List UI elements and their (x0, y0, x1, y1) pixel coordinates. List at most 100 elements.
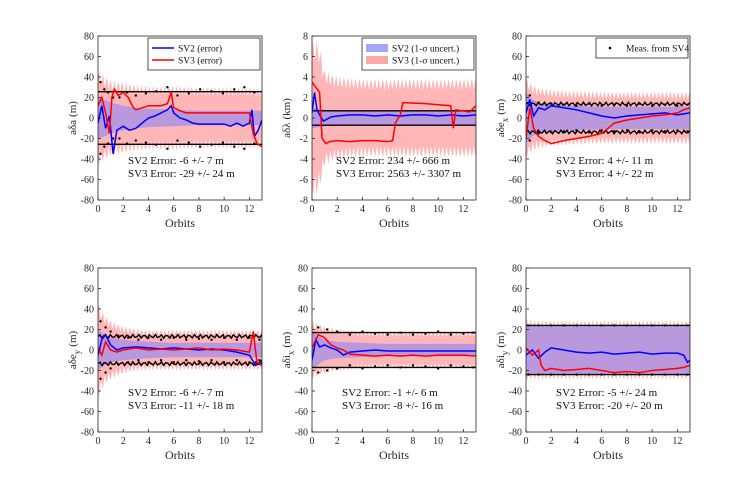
y-tick-label: 60 (84, 52, 94, 63)
x-tick-label: 6 (599, 436, 604, 447)
y-tick-label: -20 (81, 134, 94, 145)
y-tick-label: -40 (509, 155, 522, 166)
y-label-sub: y (500, 350, 510, 355)
y-label-main: aδi (281, 355, 293, 368)
sv4-measurement-point (197, 360, 201, 363)
error-annotation: SV2 Error: 234 +/- 666 m (336, 155, 450, 167)
y-label-sub: x (286, 350, 296, 355)
error-annotation: SV2 Error: -6 +/- 7 m (128, 155, 224, 167)
x-tick-label: 0 (96, 204, 101, 215)
panel-a-delta-ix: 0 2 4 6 8 10 12 -80 -60 -40 -20 0 20 40 60 80 Orbits aδix… (281, 264, 477, 462)
sv4-measurement-point (336, 330, 339, 333)
y-tick-label: -4 (300, 155, 308, 166)
sv4-measurement-point (613, 103, 616, 106)
error-annotation: SV2 Error: 4 +/- 11 m (556, 155, 654, 167)
error-annotation: SV3 Error: -8 +/- 16 m (342, 400, 444, 412)
y-tick-label: 40 (512, 305, 522, 316)
upper-bound-line (526, 100, 690, 108)
sv4-measurement-point (373, 332, 377, 335)
sv4-measurement-point (686, 130, 689, 133)
error-annotation: SV2 Error: -1 +/- 6 m (342, 387, 438, 399)
legend-entry: SV3 (error) (178, 56, 222, 67)
sv4-measurement-point (103, 145, 106, 148)
x-tick-label: 10 (433, 204, 443, 215)
y-label-unit: (m) (281, 331, 293, 347)
legend-entry: SV3 (1-σ uncert.) (392, 56, 459, 67)
sv4-measurement-point (663, 130, 666, 133)
sv4-measurement-point (172, 361, 175, 364)
sv4-measurement-point (137, 338, 140, 341)
sv2-error-line (98, 104, 262, 155)
sv4-measurement-point (537, 373, 540, 376)
sv4-measurement-point (258, 359, 261, 362)
sv4-measurement-point (386, 364, 389, 367)
x-tick-label: 10 (647, 436, 657, 447)
x-tick-label: 2 (549, 436, 554, 447)
legend-box (361, 37, 475, 71)
sv4-measurement-point (436, 367, 440, 370)
sv4-measurement-point (317, 371, 320, 374)
sv4-measurement-point (210, 143, 213, 146)
sv4-measurement-point (147, 361, 150, 364)
y-tick-label: 60 (512, 52, 522, 63)
legend-entry: SV2 (1-σ uncert.) (392, 44, 459, 55)
sv3-error-line (312, 333, 476, 357)
sv4-measurement-point (99, 152, 102, 156)
sv4-measurement-point (527, 373, 530, 376)
x-tick-label: 10 (433, 436, 443, 447)
error-annotation: SV3 Error: 2563 +/- 3307 m (336, 168, 461, 180)
sv4-measurement-point (137, 359, 140, 362)
y-label-main: aδe (495, 122, 507, 137)
sv4-measurement-point (325, 369, 329, 372)
sv4-measurement-point (663, 373, 666, 376)
x-tick-label: 10 (219, 436, 229, 447)
x-axis-label: Orbits (593, 216, 623, 230)
sv4-measurement-point (159, 359, 163, 362)
sv4-measurement-point (600, 373, 603, 376)
sv4-measurement-point (348, 333, 352, 336)
x-tick-label: 6 (171, 204, 176, 215)
y-tick-label: -80 (81, 196, 94, 207)
legend-entry: SV2 (error) (178, 44, 222, 55)
sv4-measurement-point (625, 324, 629, 327)
sv4-measurement-point (99, 320, 102, 323)
x-tick-label: 8 (410, 436, 415, 447)
y-tick-label: -60 (509, 407, 522, 418)
sv2-uncertainty-band (526, 92, 690, 144)
x-tick-label: 0 (524, 204, 529, 215)
legend: SV2 (1-σ uncert.)SV3 (1-σ uncert.) (361, 37, 475, 71)
sv4-measurement-point (172, 336, 175, 339)
sv4-measurement-point (111, 137, 115, 140)
sv4-measurement-point (248, 336, 251, 339)
sv4-measurement-point (116, 334, 120, 337)
y-tick-label: -40 (509, 387, 522, 398)
sv4-measurement-point (575, 104, 578, 107)
y-label-main: aδa (67, 120, 79, 135)
sv4-measurement-point (336, 367, 339, 370)
x-tick-label: 8 (624, 204, 629, 215)
panel-a-delta-ey: 0 2 4 6 8 10 12 -80 -60 -40 -20 0 20 40 60 80 Orbits aδey… (67, 264, 263, 462)
y-tick-label: -40 (81, 155, 94, 166)
sv4-measurement-point (243, 86, 246, 89)
x-axis-label: Orbits (379, 448, 409, 462)
sv4-measurement-point (104, 371, 107, 374)
y-tick-label: -20 (81, 366, 94, 377)
sv4-measurement-point (537, 324, 540, 327)
sv4-measurement-point (625, 104, 629, 107)
x-tick-label: 8 (196, 204, 201, 215)
x-axis-label: Orbits (379, 216, 409, 230)
sv4-measurement-point (676, 373, 679, 376)
x-tick-label: 2 (335, 204, 340, 215)
sv4-measurement-point (638, 373, 641, 376)
error-annotation: SV3 Error: 4 +/- 22 m (556, 168, 654, 180)
y-tick-label: 40 (298, 305, 308, 316)
x-tick-label: 6 (171, 436, 176, 447)
sv4-measurement-point (147, 336, 150, 339)
sv4-measurement-point (562, 373, 566, 376)
y-axis-label: aδa (m) (67, 101, 79, 135)
sv4-measurement-point (386, 333, 389, 336)
sv4-measurement-point (411, 364, 415, 367)
y-tick-label: -20 (509, 134, 522, 145)
sv4-measurement-point (449, 333, 452, 336)
